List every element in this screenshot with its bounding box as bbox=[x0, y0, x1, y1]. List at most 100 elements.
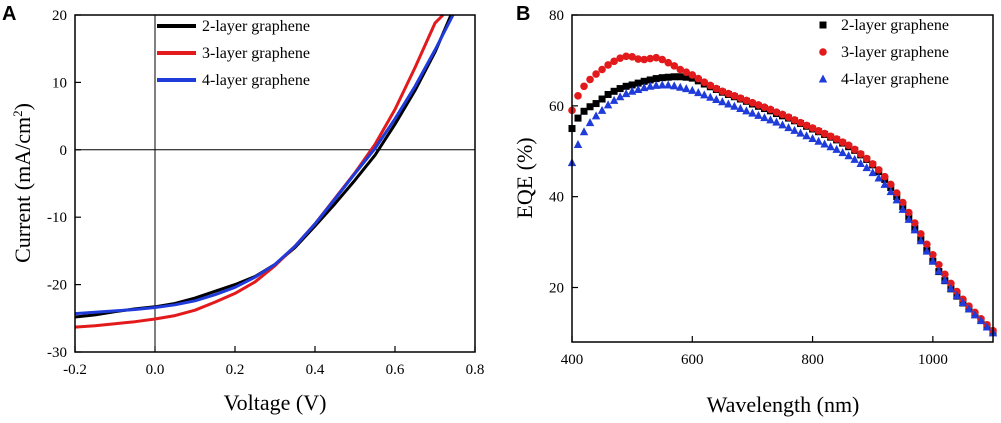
y-tick-label: 20 bbox=[549, 281, 564, 297]
data-point bbox=[778, 110, 787, 119]
data-point bbox=[652, 75, 660, 83]
data-point bbox=[616, 85, 624, 93]
y-tick-label: -10 bbox=[47, 210, 67, 226]
data-point bbox=[706, 81, 715, 90]
data-point bbox=[712, 84, 721, 93]
data-point bbox=[664, 80, 673, 89]
data-point bbox=[688, 85, 697, 94]
data-point bbox=[766, 105, 775, 114]
data-point bbox=[832, 135, 841, 143]
data-point bbox=[832, 144, 841, 153]
data-point bbox=[790, 116, 799, 124]
data-point bbox=[585, 118, 595, 127]
data-point bbox=[694, 88, 703, 97]
data-point bbox=[730, 92, 739, 100]
data-point bbox=[868, 168, 877, 177]
panel-b-y-axis-title: EQE (%) bbox=[512, 137, 537, 218]
data-point bbox=[622, 82, 630, 90]
panel-a: A -0.2 0.0 0.2 0.4 0.6 0.8 -30 -20 -10 0 10 20 Vol… bbox=[2, 3, 484, 415]
data-point bbox=[748, 108, 757, 117]
data-point bbox=[634, 79, 642, 87]
data-point bbox=[652, 80, 661, 89]
data-point bbox=[892, 189, 901, 197]
data-point bbox=[580, 82, 588, 91]
data-point bbox=[905, 208, 913, 217]
data-point bbox=[838, 138, 847, 146]
series-4-layer bbox=[567, 80, 998, 337]
data-point bbox=[796, 118, 805, 127]
data-point bbox=[694, 74, 703, 83]
data-point bbox=[634, 55, 642, 63]
panel-b-x-ticks: 400 600 800 1000 bbox=[561, 336, 948, 368]
data-point bbox=[976, 316, 986, 325]
data-point bbox=[760, 113, 769, 122]
x-tick-label: 0.4 bbox=[306, 362, 325, 378]
legend-label: 2-layer graphene bbox=[841, 17, 949, 34]
data-point bbox=[645, 81, 655, 90]
panel-a-y-axis-title: Current (mA/cm2) bbox=[10, 103, 35, 263]
series-3-layer bbox=[568, 52, 997, 335]
panel-b: B 400 600 800 1000 20 40 60 80 Wavelength (nm)… bbox=[512, 3, 998, 417]
data-point bbox=[579, 127, 589, 136]
data-point bbox=[814, 136, 823, 145]
data-point bbox=[670, 81, 679, 90]
legend-marker bbox=[818, 74, 828, 83]
data-point bbox=[958, 297, 968, 306]
y-tick-label: -20 bbox=[47, 278, 67, 294]
data-point bbox=[754, 101, 763, 109]
x-tick-label: 0.0 bbox=[146, 362, 165, 378]
data-point bbox=[604, 61, 612, 69]
x-tick-label: 400 bbox=[561, 352, 584, 368]
data-point bbox=[982, 322, 992, 331]
data-point bbox=[591, 111, 601, 120]
data-point bbox=[574, 114, 582, 122]
x-tick-label: 600 bbox=[681, 352, 704, 368]
data-point bbox=[923, 240, 931, 249]
panel-b-series bbox=[567, 52, 998, 337]
data-point bbox=[682, 84, 691, 93]
data-point bbox=[772, 117, 781, 126]
x-tick-label: 0.8 bbox=[466, 362, 485, 378]
data-point bbox=[916, 236, 926, 245]
data-point bbox=[676, 82, 685, 91]
data-point bbox=[910, 225, 920, 234]
data-point bbox=[826, 132, 835, 141]
legend-marker bbox=[819, 48, 827, 56]
data-point bbox=[856, 150, 865, 158]
data-point bbox=[622, 52, 630, 61]
data-point bbox=[592, 100, 600, 108]
panel-a-y-axis-title-superscript: 2 bbox=[10, 110, 25, 117]
data-point bbox=[609, 95, 619, 104]
panel-a-letter: A bbox=[2, 3, 16, 25]
data-point bbox=[586, 103, 594, 111]
data-point bbox=[874, 173, 883, 182]
x-tick-label: 1000 bbox=[918, 352, 948, 368]
data-point bbox=[796, 128, 805, 137]
data-point bbox=[676, 73, 684, 81]
data-point bbox=[639, 83, 649, 92]
data-point bbox=[964, 304, 974, 313]
data-point bbox=[658, 55, 667, 64]
data-point bbox=[778, 120, 787, 129]
data-point bbox=[730, 101, 739, 110]
data-point bbox=[603, 100, 613, 109]
data-point bbox=[682, 73, 690, 81]
data-point bbox=[586, 75, 594, 84]
data-point bbox=[592, 70, 600, 78]
data-point bbox=[802, 131, 811, 140]
data-point bbox=[646, 76, 654, 84]
data-point bbox=[742, 106, 751, 115]
legend-marker bbox=[819, 21, 827, 29]
legend-label: 3-layer graphene bbox=[202, 45, 310, 62]
data-point bbox=[808, 124, 817, 132]
data-point bbox=[844, 151, 853, 160]
data-point bbox=[940, 275, 950, 284]
y-tick-label: -30 bbox=[47, 345, 67, 361]
data-point bbox=[802, 121, 811, 130]
x-tick-label: 0.2 bbox=[226, 362, 245, 378]
data-point bbox=[820, 129, 829, 138]
data-point bbox=[784, 123, 793, 132]
data-point bbox=[946, 283, 956, 292]
data-point bbox=[615, 92, 625, 101]
